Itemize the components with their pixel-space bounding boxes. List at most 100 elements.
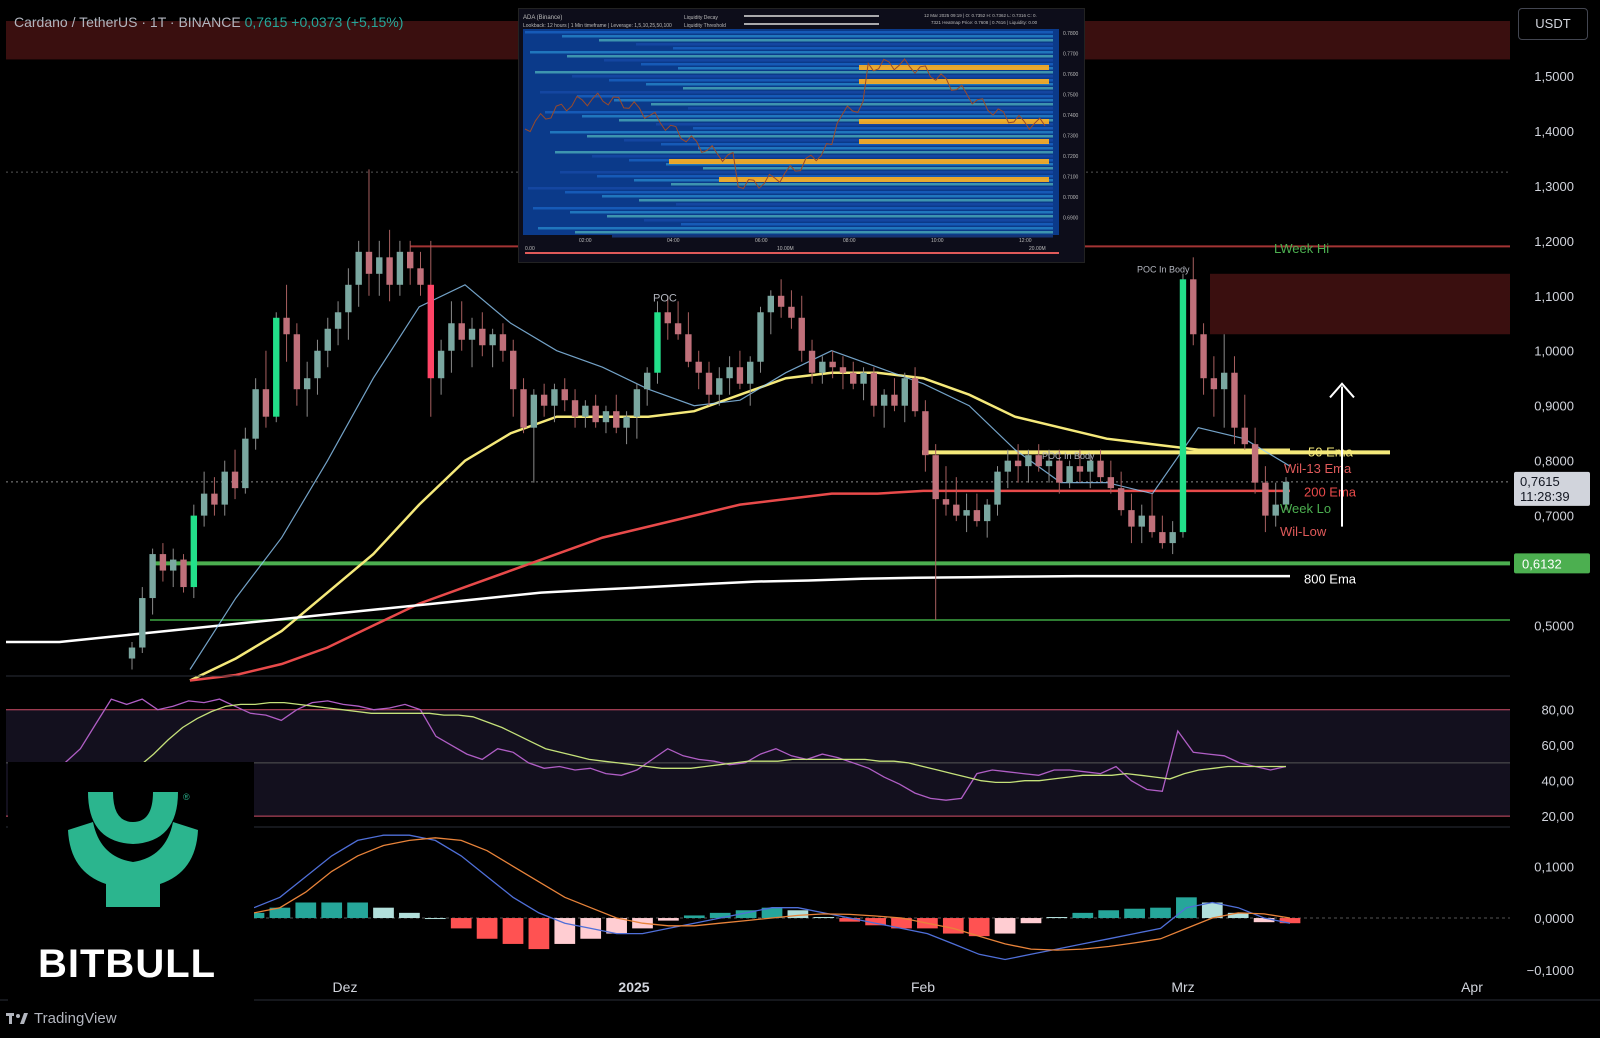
macd-histogram-bar xyxy=(709,912,731,919)
currency-button[interactable]: USDT xyxy=(1518,8,1588,40)
macd-histogram-bar xyxy=(1279,918,1301,924)
heatmap-band xyxy=(604,59,1053,62)
macd-histogram-bar xyxy=(1072,912,1094,919)
tradingview-icon xyxy=(6,1012,28,1024)
candle-body xyxy=(829,361,836,368)
heatmap-band xyxy=(614,99,1053,102)
tradingview-footer[interactable]: TradingView xyxy=(6,1010,117,1027)
macd-histogram-bar xyxy=(399,912,420,919)
candle-body xyxy=(623,416,630,428)
time-tick-label: Feb xyxy=(911,979,935,995)
annotation-poc: POC xyxy=(653,292,677,304)
heatmap-band xyxy=(646,83,1053,86)
candle-body xyxy=(324,328,331,351)
heatmap-band xyxy=(545,111,1053,114)
rsi-tick-label: 40,00 xyxy=(1541,774,1574,789)
heatmap-hot-band xyxy=(859,119,1049,124)
heatmap-band xyxy=(538,227,1053,230)
candle-body xyxy=(334,312,342,329)
heatmap-band xyxy=(530,51,1053,54)
candle-body xyxy=(1179,279,1187,533)
heatmap-band xyxy=(540,91,1053,94)
inset-scale-label: 0.00 xyxy=(525,246,535,252)
macd-panel[interactable]: 0,1000 0,0000 −0,1000 xyxy=(6,826,1574,978)
price-tick-label: 0,8000 xyxy=(1534,454,1574,469)
candle-body xyxy=(170,559,177,571)
current-price-badge xyxy=(1514,471,1590,506)
rsi-tick-label: 60,00 xyxy=(1541,738,1574,753)
candles[interactable] xyxy=(128,169,1290,670)
time-axis[interactable]: Dez 2025 Feb Mrz Apr xyxy=(0,979,1600,1001)
inset-y-tick: 0.7400 xyxy=(1063,113,1079,119)
candle-body xyxy=(1159,532,1166,544)
heatmap-band xyxy=(683,87,1053,90)
inset-y-tick: 0.7700 xyxy=(1063,52,1079,58)
price-tick-label: 0,5000 xyxy=(1534,619,1574,634)
candle-body xyxy=(479,328,486,346)
candle-body xyxy=(1045,460,1053,467)
candle-body xyxy=(1076,466,1084,472)
inset-x-tick: 06:00 xyxy=(755,238,768,244)
bitbull-logo-mark xyxy=(68,792,198,907)
heatmap-band xyxy=(698,147,1053,150)
candle-body xyxy=(283,317,290,335)
inset-y-tick: 0.7000 xyxy=(1063,195,1079,201)
candle-body xyxy=(664,312,671,324)
candle-body xyxy=(953,504,960,516)
candle-body xyxy=(932,455,939,500)
heatmap-band xyxy=(607,215,1053,218)
candle-body xyxy=(1035,455,1042,467)
support-price-label: 0,6132 xyxy=(1522,556,1562,571)
price-tick-label: 1,2000 xyxy=(1534,234,1574,249)
ema-line xyxy=(189,284,1291,670)
candle-body xyxy=(293,334,301,390)
heatmap-band xyxy=(641,63,1053,66)
price-tick-label: 1,4000 xyxy=(1534,124,1574,139)
macd-histogram-bar xyxy=(1150,907,1171,919)
macd-histogram-bar xyxy=(865,918,886,926)
price-tick-label: 0,9000 xyxy=(1534,399,1574,414)
candle-body xyxy=(808,350,816,373)
candle-body xyxy=(994,471,1001,505)
bitbull-logo: ® BITBULL xyxy=(8,762,254,1005)
candle-body xyxy=(726,367,733,379)
candle-body xyxy=(1262,482,1269,516)
candle-body xyxy=(839,367,847,373)
last-price: 0,7615 xyxy=(244,14,288,30)
heatmap-band xyxy=(661,143,1053,146)
candle-body xyxy=(1066,466,1073,483)
symbol-header[interactable]: Cardano / TetherUS · 1T · BINANCE 0,7615… xyxy=(14,14,403,30)
candle-body xyxy=(314,350,321,379)
candle-body xyxy=(922,411,929,456)
heatmap-price-line xyxy=(524,58,1046,190)
heatmap-hot-band xyxy=(669,159,1049,164)
candle-body xyxy=(942,499,950,505)
heatmap-band xyxy=(555,151,1053,154)
heatmap-hot-band xyxy=(859,79,1049,84)
inset-x-tick: 04:00 xyxy=(667,238,680,244)
candle-body xyxy=(602,411,610,423)
price-tick-label: 1,5000 xyxy=(1534,69,1574,84)
macd-tick-label: 0,1000 xyxy=(1534,859,1574,874)
heatmap-band xyxy=(550,131,1053,134)
candle-body xyxy=(407,251,414,269)
inset-y-tick: 0.7500 xyxy=(1063,93,1079,99)
ema-lines xyxy=(6,284,1291,682)
annotations: LWeek Hi POC POC In Body POC In Body 50 Ema W… xyxy=(653,241,1357,586)
annotation-800-ema: 800 Ema xyxy=(1304,571,1357,586)
candle-body xyxy=(437,350,445,379)
macd-histogram-bar xyxy=(968,918,990,937)
heatmap-band xyxy=(681,223,1053,226)
macd-histogram-bar xyxy=(450,918,472,929)
heatmap-band xyxy=(636,43,1053,46)
rsi-ma-line xyxy=(109,701,1286,784)
annotation-lweek-hi: LWeek Hi xyxy=(1274,241,1329,256)
inset-x-tick: 02:00 xyxy=(579,238,592,244)
candle-body xyxy=(911,378,919,412)
rsi-panel[interactable]: 80,00 60,00 40,00 20,00 xyxy=(6,675,1574,824)
candle-body xyxy=(1272,504,1279,516)
macd-histogram-bar xyxy=(321,902,343,919)
candle-body xyxy=(1025,455,1032,467)
candle-body xyxy=(788,306,795,318)
heatmap-band xyxy=(570,211,1053,214)
